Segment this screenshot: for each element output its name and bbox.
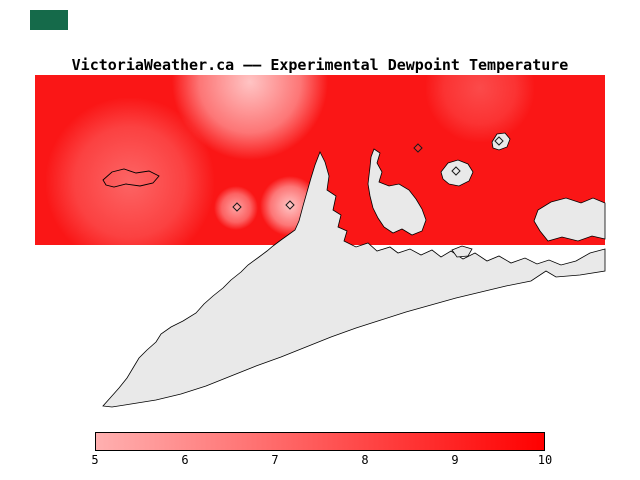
colorbar-gradient [95, 432, 545, 451]
colorbar-caption: °C2026/04/20 10:26 [95, 469, 545, 480]
island-outline-west [102, 168, 160, 188]
station-marker[interactable] [451, 166, 461, 176]
station-layer [232, 136, 504, 212]
colorbar-ticks: 5 6 7 8 9 10 [91, 453, 552, 467]
gradient-spot [214, 186, 258, 230]
station-marker[interactable] [494, 136, 504, 146]
station-marker[interactable] [285, 200, 295, 210]
station-marker[interactable] [232, 202, 242, 212]
logo-box [30, 10, 68, 30]
island-mid [440, 159, 474, 187]
page-title: VictoriaWeather.ca —— Experimental Dewpo… [71, 56, 569, 74]
gradient-spot [425, 75, 535, 143]
colorbar-tick-label: 5 [91, 453, 99, 467]
island-east [533, 197, 606, 242]
colorbar-tick-label: 7 [271, 453, 279, 467]
colorbar-tick-label: 6 [181, 453, 189, 467]
islet-channel [451, 245, 473, 258]
colorbar-tick-label: 10 [537, 453, 553, 467]
land-mass [102, 151, 606, 408]
island-with-spit [367, 148, 427, 236]
island-small-north [491, 132, 511, 151]
station-marker[interactable] [413, 143, 423, 153]
colorbar-tick-label: 9 [451, 453, 459, 467]
gradient-spot [45, 97, 215, 245]
colorbar-tick-label: 8 [361, 453, 369, 467]
colorbar: 5 6 7 8 9 10 °C2026/04/20 10:26 [91, 432, 552, 480]
gradient-spot [172, 75, 328, 160]
